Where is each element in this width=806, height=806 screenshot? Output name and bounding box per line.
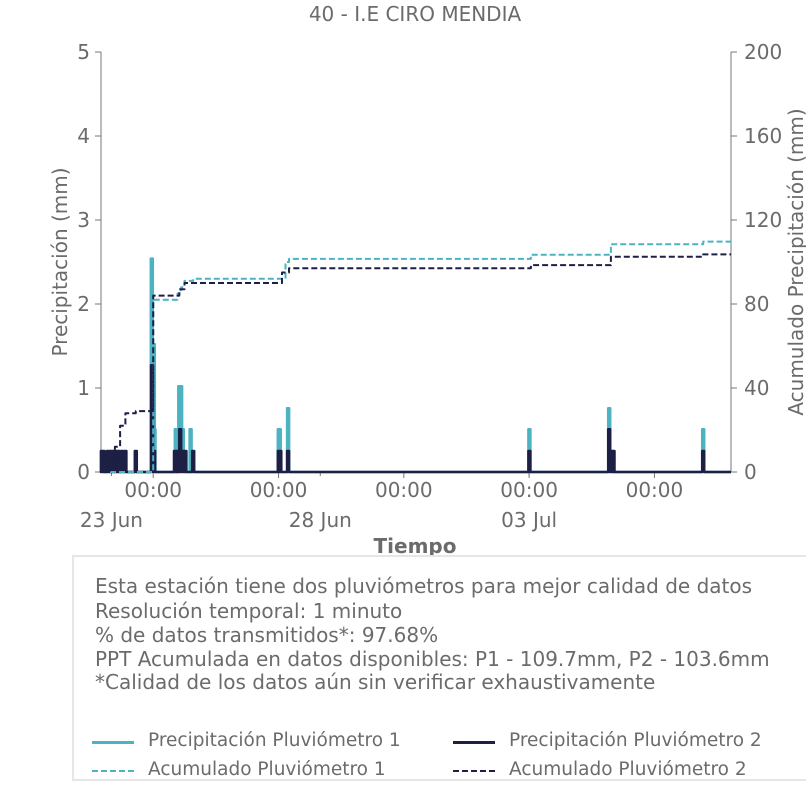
legend-label-precip-2: Precipitación Pluviómetro 2: [509, 730, 762, 751]
chart-axes: 0 1 2 3 4 5 0 40 80 120 160 200 00:00 00:00 00:00 00:00…: [77, 40, 782, 532]
info-line-resolution: Resolución temporal: 1 minuto: [95, 599, 403, 623]
x-tick-label-time: 00:00: [500, 478, 558, 502]
series-line-3: [101, 240, 731, 473]
x-tick-label-date: 23 Jun: [80, 508, 143, 532]
legend-swatch-precip-1: [92, 741, 134, 744]
precipitation-chart: 40 - I.E CIRO MENDIA 0 1 2 3 4 5 0 40 80 120 160 20…: [48, 2, 806, 555]
info-line-quality-note: *Calidad de los datos aún sin verificar …: [95, 670, 656, 694]
y-tick-label-left: 2: [77, 292, 90, 316]
series-line-1: [101, 257, 731, 474]
y-axis-label-right: Acumulado Precipitación (mm): [784, 108, 806, 415]
y-axis-label-left: Precipitación (mm): [48, 167, 72, 356]
x-tick-label-time: 00:00: [626, 478, 684, 502]
x-tick-label-date: 03 Jul: [501, 508, 557, 532]
legend-swatch-precip-2: [453, 741, 495, 744]
y-tick-label-right: 40: [744, 376, 769, 400]
y-tick-label-right: 0: [744, 460, 757, 484]
legend-label-acum-2: Acumulado Pluviómetro 2: [509, 759, 747, 780]
chart-series: [99, 240, 731, 474]
y-tick-label-left: 1: [77, 376, 90, 400]
legend-label-precip-1: Precipitación Pluviómetro 1: [148, 730, 401, 751]
x-tick-label-time: 00:00: [124, 478, 182, 502]
legend-label-acum-1: Acumulado Pluviómetro 1: [148, 759, 386, 780]
y-tick-label-left: 0: [77, 460, 90, 484]
x-axis-label: Tiempo: [374, 534, 457, 555]
y-tick-label-right: 160: [744, 124, 782, 148]
info-panel: Esta estación tiene dos pluviómetros par…: [72, 555, 806, 781]
legend-swatch-acum-1: [92, 770, 134, 772]
x-tick-label-date: 28 Jun: [289, 508, 352, 532]
y-tick-label-left: 3: [77, 208, 90, 232]
y-tick-label-right: 120: [744, 208, 782, 232]
series-line-2: [99, 364, 731, 474]
legend-swatch-acum-2: [453, 770, 495, 772]
info-line-accumulated: PPT Acumulada en datos disponibles: P1 -…: [95, 647, 770, 671]
y-tick-label-right: 200: [744, 40, 782, 64]
series-line-4: [101, 253, 731, 473]
y-tick-label-left: 5: [77, 40, 90, 64]
info-line-dual-gauge: Esta estación tiene dos pluviómetros par…: [95, 574, 753, 598]
y-tick-label-right: 80: [744, 292, 769, 316]
chart-title: 40 - I.E CIRO MENDIA: [309, 2, 522, 26]
x-tick-label-time: 00:00: [250, 478, 308, 502]
y-tick-label-left: 4: [77, 124, 90, 148]
x-tick-label-time: 00:00: [375, 478, 433, 502]
info-line-transmitted: % de datos transmitidos*: 97.68%: [95, 623, 439, 647]
